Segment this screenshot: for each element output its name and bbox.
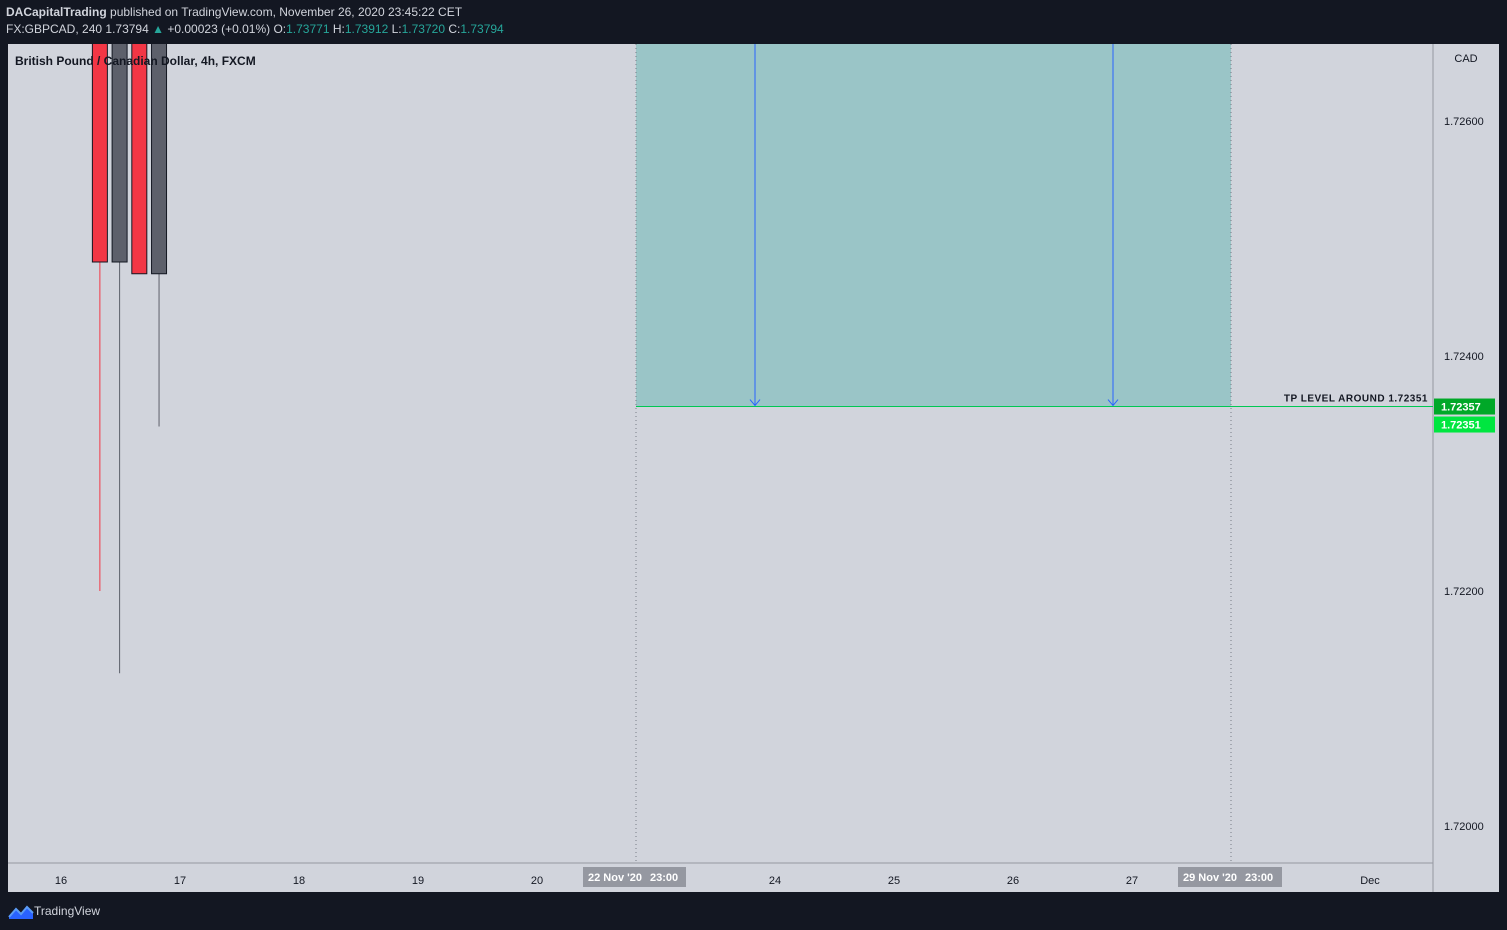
author-name[interactable]: DACapitalTrading: [6, 5, 107, 19]
range-end-badge: [1178, 867, 1282, 887]
high-value: 1.73912: [344, 22, 389, 36]
candle-body[interactable]: [151, 44, 168, 275]
time-tick-label: 26: [1007, 875, 1019, 887]
chart-title: British Pound / Canadian Dollar, 4h, FXC…: [15, 54, 256, 68]
range-start-badge: [583, 867, 686, 887]
arrow-down-icon: [1107, 399, 1119, 407]
symbol-label[interactable]: FX:GBPCAD, 240: [6, 22, 103, 36]
price-tick-label: 1.72200: [1444, 586, 1484, 598]
range-start-date: 22 Nov '20: [588, 872, 642, 884]
tp-price-tag: 1.72357: [1441, 402, 1481, 414]
range-end-time: 23:00: [1245, 872, 1273, 884]
time-tick-label: 18: [293, 875, 305, 887]
range-end-date: 29 Nov '20: [1183, 872, 1237, 884]
take-profit-zone[interactable]: [636, 44, 1231, 407]
high-label: H:: [332, 22, 345, 36]
close-label: C:: [448, 22, 461, 36]
candle-body[interactable]: [91, 44, 108, 263]
time-tick-label: 17: [174, 875, 186, 887]
close-value: 1.73794: [460, 22, 504, 36]
currency-label: CAD: [1454, 53, 1477, 65]
price-chart[interactable]: SL LEVEL @ 1.74038CLOSE BELOW TO ENTER S…: [0, 44, 1507, 892]
up-arrow-icon: ▲: [152, 22, 165, 36]
published-text: published on TradingView.com, November 2…: [110, 5, 463, 19]
time-tick-label: 24: [769, 875, 781, 887]
low-value: 1.73720: [401, 22, 445, 36]
candle-body[interactable]: [111, 44, 128, 263]
time-tick-label: 20: [531, 875, 543, 887]
time-tick-label: 19: [412, 875, 424, 887]
tp-price-2-tag: 1.72351: [1441, 420, 1481, 432]
open-label: O:: [273, 22, 287, 36]
publish-line: DACapitalTrading published on TradingVie…: [6, 5, 462, 19]
tp-price-2-tag-bg: [1434, 416, 1495, 433]
time-tick-label: 25: [888, 875, 900, 887]
symbol-line: FX:GBPCAD, 240 1.73794 ▲ +0.00023 (+0.01…: [6, 22, 504, 36]
time-tick-label: 27: [1126, 875, 1138, 887]
tp-level-label: TP LEVEL AROUND 1.72351: [1284, 394, 1428, 405]
price-axis[interactable]: [1433, 44, 1499, 892]
tp-price-tag-bg: [1434, 398, 1495, 415]
candle-body[interactable]: [131, 44, 148, 275]
open-value: 1.73771: [286, 22, 330, 36]
footer-bar: [0, 892, 1507, 930]
tradingview-brand[interactable]: TradingView: [34, 904, 101, 918]
price-tick-label: 1.72000: [1444, 821, 1484, 833]
price-tick-label: 1.72400: [1444, 351, 1484, 363]
price-change: +0.00023 (+0.01%): [167, 22, 271, 36]
price-tick-label: 1.72600: [1444, 116, 1484, 128]
last-price: 1.73794: [105, 22, 149, 36]
low-label: L:: [391, 22, 402, 36]
plot-area[interactable]: [8, 44, 1433, 863]
range-start-time: 23:00: [650, 872, 678, 884]
time-tick-label: 16: [55, 875, 67, 887]
tradingview-logo-icon[interactable]: [8, 903, 34, 921]
arrow-down-icon: [749, 399, 761, 407]
header-bar: DACapitalTrading published on TradingVie…: [0, 0, 1507, 44]
time-tick-label: Dec: [1360, 875, 1380, 887]
